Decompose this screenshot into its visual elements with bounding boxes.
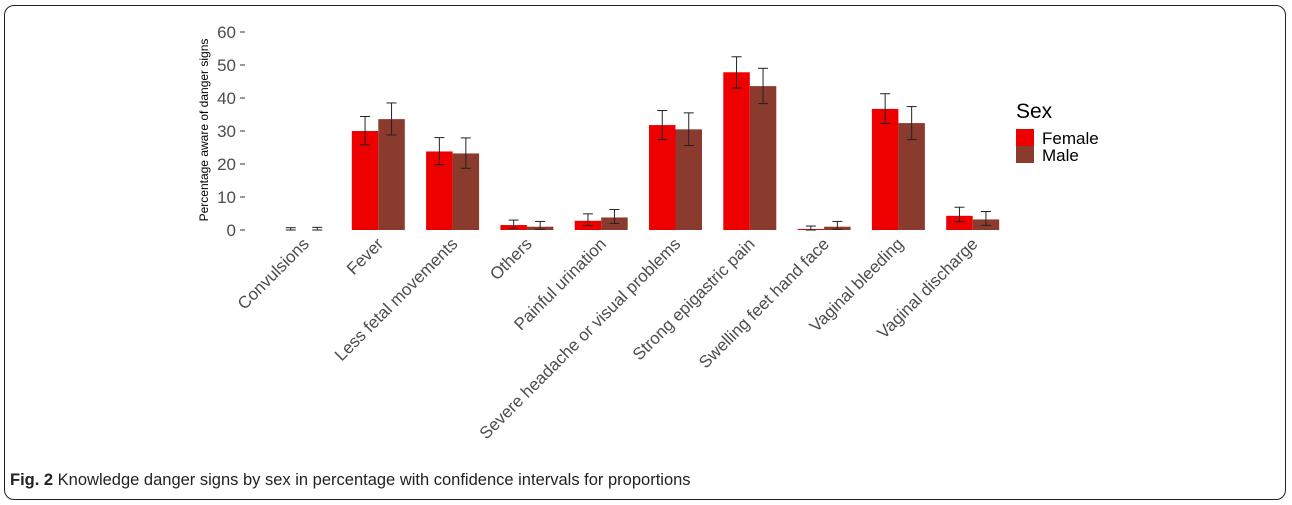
error-bar-strong-epigastric-pain-male <box>758 67 769 105</box>
error-bar-swelling-feet-hand-face-female <box>805 225 816 231</box>
y-tick-label: 50 <box>217 56 236 75</box>
legend-swatch-female <box>1016 129 1034 146</box>
y-axis: 0 10 20 30 40 50 60 <box>217 23 245 240</box>
legend-swatch-male <box>1016 146 1034 163</box>
error-bar-painful-urination-male <box>609 209 620 224</box>
y-tick-label: 30 <box>217 122 236 141</box>
error-bar-vaginal-discharge-female <box>954 206 965 223</box>
legend-label-female: Female <box>1042 129 1099 148</box>
y-axis-label: Percentage aware of danger signs <box>197 39 211 222</box>
error-bar-severe-headache-or-visual-problems-male <box>683 112 694 147</box>
x-tick-label-convulsions: Convulsions <box>234 234 313 313</box>
bars <box>351 72 1000 231</box>
x-tick-label-strong-epigastric-pain: Strong epigastric pain <box>629 234 759 364</box>
y-tick-label: 40 <box>217 89 236 108</box>
y-tick-label: 60 <box>217 23 236 42</box>
x-tick-label-less-fetal-movements: Less fetal movements <box>331 234 461 364</box>
error-bar-convulsions-male <box>312 226 323 231</box>
error-bar-less-fetal-movements-female <box>434 137 445 166</box>
legend-title: Sex <box>1016 100 1053 123</box>
error-bar-strong-epigastric-pain-female <box>731 56 742 89</box>
error-bar-swelling-feet-hand-face-male <box>832 220 843 230</box>
y-tick-label: 20 <box>217 155 236 174</box>
figure-caption-text: Knowledge danger signs by sex in percent… <box>53 471 691 489</box>
error-bar-fever-male <box>386 102 397 136</box>
error-bar-vaginal-bleeding-female <box>880 93 891 124</box>
x-tick-label-swelling-feet-hand-face: Swelling feet hand face <box>695 234 833 372</box>
error-bar-vaginal-discharge-male <box>980 211 991 226</box>
figure-caption-label: Fig. 2 <box>10 471 54 489</box>
bar-vaginal-bleeding-female <box>871 108 899 230</box>
x-tick-label-fever: Fever <box>343 234 387 278</box>
error-bar-painful-urination-female <box>582 213 593 227</box>
figure-frame <box>4 5 1286 500</box>
bar-vaginal-discharge-female <box>946 215 973 230</box>
bar-vaginal-bleeding-male <box>898 123 925 230</box>
bar-fever-male <box>378 119 405 230</box>
error-bar-others-male <box>535 220 546 230</box>
bar-severe-headache-or-visual-problems-female <box>649 125 676 230</box>
error-bar-fever-female <box>360 115 371 146</box>
bar-fever-female <box>351 131 379 230</box>
figure-caption: Fig. 2 Knowledge danger signs by sex in … <box>10 471 691 490</box>
x-tick-label-others: Others <box>486 234 536 284</box>
bar-strong-epigastric-pain-male <box>749 86 777 231</box>
bar-severe-headache-or-visual-problems-male <box>675 129 702 230</box>
y-tick-label: 0 <box>227 221 236 240</box>
error-bar-less-fetal-movements-male <box>460 137 471 169</box>
error-bar-convulsions-female <box>285 227 296 231</box>
error-bars <box>285 56 991 231</box>
error-bar-others-female <box>508 219 519 229</box>
legend: Sex Female Male <box>1016 100 1099 165</box>
error-bar-vaginal-bleeding-male <box>906 106 917 141</box>
legend-label-male: Male <box>1042 146 1079 165</box>
error-bar-severe-headache-or-visual-problems-female <box>657 110 668 141</box>
y-tick-label: 10 <box>217 188 236 207</box>
bar-strong-epigastric-pain-female <box>723 72 750 230</box>
